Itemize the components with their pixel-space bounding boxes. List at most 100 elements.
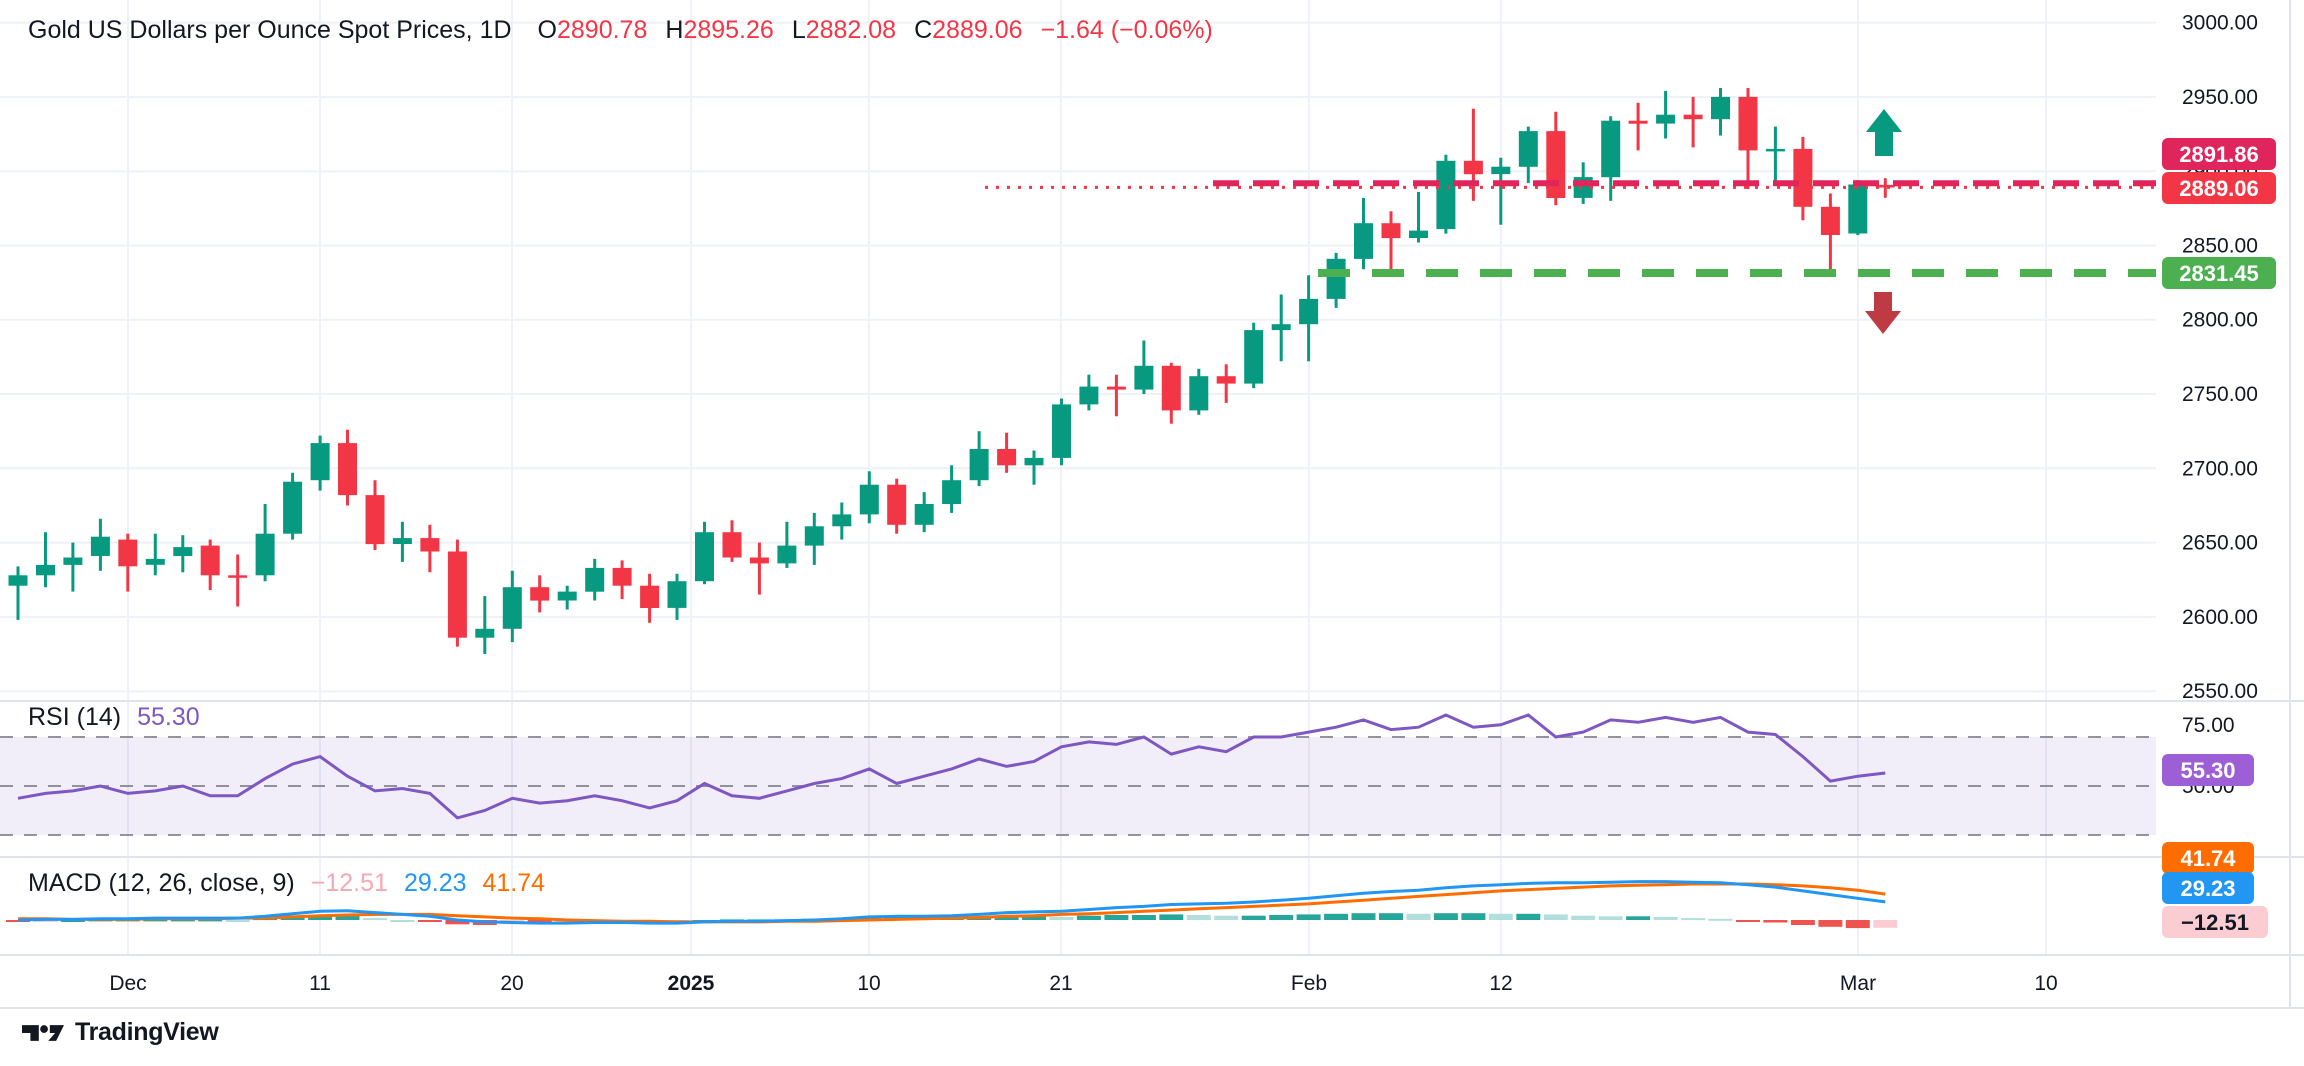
candle bbox=[90, 536, 110, 556]
tradingview-attribution[interactable]: TradingView bbox=[22, 1018, 219, 1047]
macd-histogram-bar bbox=[390, 920, 415, 922]
macd-histogram-bar bbox=[1653, 916, 1678, 920]
candle bbox=[1573, 177, 1593, 198]
price-axis-label: 2550.00 bbox=[2182, 680, 2258, 703]
macd-signal-badge bbox=[2162, 842, 2254, 874]
candle bbox=[1161, 365, 1181, 411]
symbol-title[interactable]: Gold US Dollars per Ounce Spot Prices, 1… bbox=[28, 16, 512, 44]
price-axis-label: 2600.00 bbox=[2182, 606, 2258, 629]
candle bbox=[1848, 184, 1868, 234]
candle bbox=[1463, 160, 1483, 175]
rsi-label[interactable]: RSI (14) bbox=[28, 703, 122, 731]
macd-label[interactable]: MACD (12, 26, close, 9) bbox=[28, 869, 295, 897]
up-arrow[interactable] bbox=[1866, 109, 1902, 156]
candle bbox=[695, 532, 714, 582]
macd-histogram-bar bbox=[1433, 913, 1458, 920]
macd-signal-line bbox=[18, 882, 1886, 924]
candle bbox=[1738, 96, 1758, 151]
macd-histogram-bar bbox=[170, 919, 195, 922]
resistance-price-badge bbox=[2162, 138, 2276, 170]
candle bbox=[777, 545, 797, 564]
macd-histogram-bar bbox=[1241, 915, 1266, 920]
last-price-badge bbox=[2162, 172, 2276, 204]
candle bbox=[969, 449, 989, 481]
macd-histogram-bar bbox=[1131, 915, 1156, 920]
macd-histogram-bar bbox=[1214, 915, 1239, 920]
candle bbox=[228, 575, 248, 578]
candle bbox=[1875, 184, 1895, 188]
candle bbox=[1491, 166, 1511, 175]
candle bbox=[1271, 324, 1291, 331]
macd-histogram-bar bbox=[1296, 914, 1321, 920]
macd-histogram-bar bbox=[417, 920, 442, 922]
macd-histogram-bar bbox=[33, 920, 58, 922]
time-axis-label: Feb bbox=[1291, 972, 1327, 995]
rsi-axis-label: 75.00 bbox=[2182, 714, 2235, 737]
rsi-value-badge bbox=[2162, 754, 2254, 786]
candle bbox=[310, 443, 330, 481]
candle bbox=[365, 495, 385, 545]
candle bbox=[557, 591, 577, 601]
candle bbox=[1683, 114, 1703, 120]
macd-histogram-bar bbox=[994, 916, 1019, 920]
macd-histogram-bar bbox=[6, 920, 30, 922]
candle bbox=[804, 526, 824, 546]
candle bbox=[667, 581, 687, 608]
rsi-value-badge-text: 55.30 bbox=[2180, 758, 2235, 783]
time-axis-label: 10 bbox=[2034, 972, 2057, 995]
macd-histogram-bar bbox=[60, 920, 85, 922]
macd-line-value: 29.23 bbox=[403, 869, 467, 897]
macd-histogram-bar bbox=[1598, 916, 1623, 920]
macd-histogram-bar bbox=[555, 920, 580, 924]
low-number: 2882.08 bbox=[805, 16, 897, 44]
time-axis-label: 21 bbox=[1049, 972, 1072, 995]
time-axis-label: 2025 bbox=[668, 972, 715, 995]
macd-histogram-bar bbox=[335, 915, 360, 920]
macd-value-badge bbox=[2162, 872, 2254, 904]
macd-histogram-bar bbox=[1516, 913, 1541, 920]
rsi-legend: RSI (14) 55.30 bbox=[28, 703, 200, 732]
candle bbox=[1381, 223, 1401, 239]
candle bbox=[612, 567, 632, 586]
time-axis-label: 20 bbox=[500, 972, 523, 995]
candle bbox=[1134, 365, 1154, 390]
macd-histogram-bar bbox=[1269, 915, 1294, 920]
macd-value-badge-text: 29.23 bbox=[2180, 876, 2235, 901]
candle bbox=[914, 504, 934, 525]
tradingview-logo-icon bbox=[22, 1024, 64, 1041]
candle bbox=[8, 575, 28, 586]
macd-histogram-bar bbox=[1571, 915, 1596, 920]
macd-signal-badge-text: 41.74 bbox=[2180, 846, 2236, 871]
candle bbox=[475, 628, 495, 638]
candle bbox=[1601, 120, 1621, 178]
macd-histogram-bar bbox=[1104, 915, 1129, 920]
price-axis-label: 3000.00 bbox=[2182, 12, 2258, 35]
candle bbox=[1024, 457, 1044, 466]
candle bbox=[1079, 386, 1099, 405]
low-label: L bbox=[791, 16, 806, 44]
candle bbox=[887, 484, 907, 525]
candle bbox=[1628, 120, 1648, 124]
down-arrow[interactable] bbox=[1865, 292, 1901, 334]
macd-histogram-bar bbox=[1461, 913, 1486, 920]
candle bbox=[1052, 404, 1071, 458]
price-axis-label: 2950.00 bbox=[2182, 86, 2258, 109]
high-value: H2895.26 bbox=[665, 16, 773, 45]
macd-histogram-bar bbox=[1022, 916, 1046, 920]
macd-histogram-bar bbox=[1488, 913, 1513, 920]
macd-histogram-bar bbox=[1818, 920, 1843, 927]
symbol-legend: Gold US Dollars per Ounce Spot Prices, 1… bbox=[28, 16, 1213, 45]
macd-histogram-bar bbox=[1379, 913, 1403, 920]
macd-histogram-bar bbox=[1543, 914, 1568, 920]
candle bbox=[145, 558, 165, 565]
last-price-badge-text: 2889.06 bbox=[2179, 176, 2259, 201]
candle bbox=[1189, 376, 1209, 411]
candle bbox=[1299, 298, 1319, 325]
candle bbox=[36, 564, 55, 576]
candle bbox=[447, 551, 467, 638]
macd-histogram-bar bbox=[225, 920, 250, 922]
macd-histogram-bar bbox=[363, 918, 387, 921]
candle bbox=[832, 514, 852, 527]
